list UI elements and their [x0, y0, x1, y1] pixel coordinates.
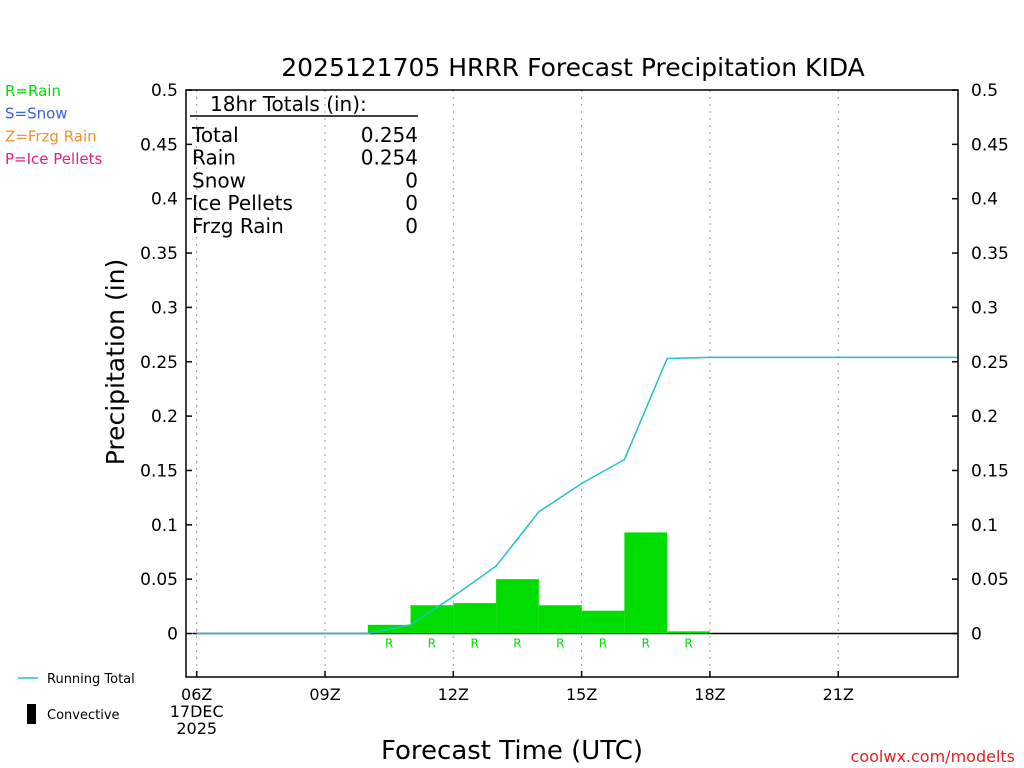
y-tick-label-left: 0.1 — [151, 516, 178, 536]
y-tick-label-right: 0.25 — [971, 353, 1009, 373]
type-legend-item: P=Ice Pellets — [5, 150, 102, 168]
y-tick-label-right: 0.1 — [971, 516, 998, 536]
precip-bar — [624, 532, 668, 634]
grid-layer — [192, 90, 958, 677]
totals-box: 18hr Totals (in): Total 0.254 Rain 0.254 Sno… — [190, 92, 418, 238]
totals-row-label: Ice Pellets — [192, 191, 293, 215]
precip-type-label: R — [513, 637, 521, 651]
series-legend: Running Total Convective — [18, 672, 135, 724]
type-legend-item: Z=Frzg Rain — [5, 127, 97, 145]
y-tick-label-left: 0.45 — [140, 135, 178, 155]
chart-title: 2025121705 HRRR Forecast Precipitation K… — [281, 53, 864, 82]
y-tick-label-right: 0.3 — [971, 298, 998, 318]
x-tick-label: 17DEC — [170, 702, 224, 721]
y-tick-label-right: 0.5 — [971, 81, 998, 101]
convective-legend-swatch — [27, 704, 36, 724]
convective-legend-label: Convective — [47, 708, 120, 723]
type-legend-item: S=Snow — [5, 105, 68, 123]
precip-bar — [581, 610, 625, 634]
type-legend: R=Rain S=Snow Z=Frzg Rain P=Ice Pellets — [5, 82, 102, 168]
x-tick-label: 06Z — [181, 685, 212, 704]
precip-bar — [496, 579, 539, 634]
x-tick-label: 12Z — [438, 685, 469, 704]
precip-type-label: R — [684, 637, 692, 651]
precip-bar — [538, 605, 582, 634]
credit-text: coolwx.com/modelts — [851, 747, 1015, 766]
totals-row-label: Rain — [192, 146, 236, 170]
precip-type-label: R — [642, 637, 650, 651]
precip-type-label: R — [471, 637, 479, 651]
precip-bar — [453, 603, 497, 634]
y-tick-label-left: 0.2 — [151, 407, 178, 427]
precip-type-label: R — [599, 637, 607, 651]
x-tick-label: 09Z — [309, 685, 340, 704]
y-tick-label-left: 0.15 — [140, 461, 178, 481]
plot-frame — [185, 89, 959, 678]
totals-header: 18hr Totals (in): — [210, 92, 367, 116]
precip-type-label: R — [556, 637, 564, 651]
y-tick-label-right: 0.15 — [971, 461, 1009, 481]
y-tick-label-right: 0.35 — [971, 244, 1009, 264]
y-tick-label-left: 0.35 — [140, 244, 178, 264]
x-tick-label: 18Z — [694, 685, 725, 704]
y-tick-label-left: 0.3 — [151, 298, 178, 318]
y-tick-label-left: 0.5 — [151, 81, 178, 101]
y-tick-label-right: 0.2 — [971, 407, 998, 427]
totals-row-label: Frzg Rain — [192, 214, 284, 238]
x-axis-label: Forecast Time (UTC) — [381, 736, 643, 766]
totals-row-value: 0.254 — [361, 146, 418, 170]
running-total-line — [196, 356, 958, 635]
x-tick-label: 15Z — [566, 685, 597, 704]
type-legend-item: R=Rain — [5, 82, 61, 100]
precip-type-label: R — [428, 637, 436, 651]
y-tick-label-right: 0.4 — [971, 190, 998, 210]
totals-row-value: 0 — [405, 191, 418, 215]
y-tick-label-right: 0.45 — [971, 135, 1009, 155]
y-axis-label: Precipitation (in) — [101, 259, 130, 466]
y-tick-label-right: 0.05 — [971, 570, 1009, 590]
running-total-legend-label: Running Total — [47, 672, 135, 687]
totals-row-value: 0 — [405, 214, 418, 238]
running-total-layer — [196, 356, 958, 635]
totals-row-value: 0 — [405, 168, 418, 192]
x-tick-label: 21Z — [823, 685, 854, 704]
precip-type-label: R — [385, 637, 393, 651]
totals-row-value: 0.254 — [361, 123, 418, 147]
y-tick-label-left: 0.05 — [140, 570, 178, 590]
precip-bar — [667, 631, 710, 634]
totals-row-label: Snow — [192, 168, 246, 192]
y-tick-label-left: 0.25 — [140, 353, 178, 373]
y-tick-label-left: 0 — [167, 625, 178, 645]
precip-bar — [410, 605, 454, 634]
totals-row-label: Total — [191, 123, 239, 147]
x-tick-label: 2025 — [176, 719, 217, 738]
y-tick-label-left: 0.4 — [151, 190, 178, 210]
y-tick-label-right: 0 — [971, 625, 982, 645]
